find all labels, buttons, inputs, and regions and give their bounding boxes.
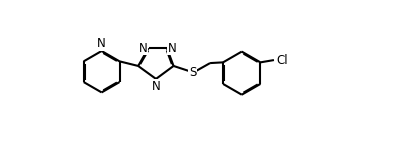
Text: N: N (168, 42, 177, 55)
Text: N: N (97, 37, 106, 50)
Text: S: S (189, 66, 196, 79)
Text: Cl: Cl (276, 54, 288, 67)
Text: N: N (151, 80, 160, 93)
Text: N: N (138, 42, 147, 55)
